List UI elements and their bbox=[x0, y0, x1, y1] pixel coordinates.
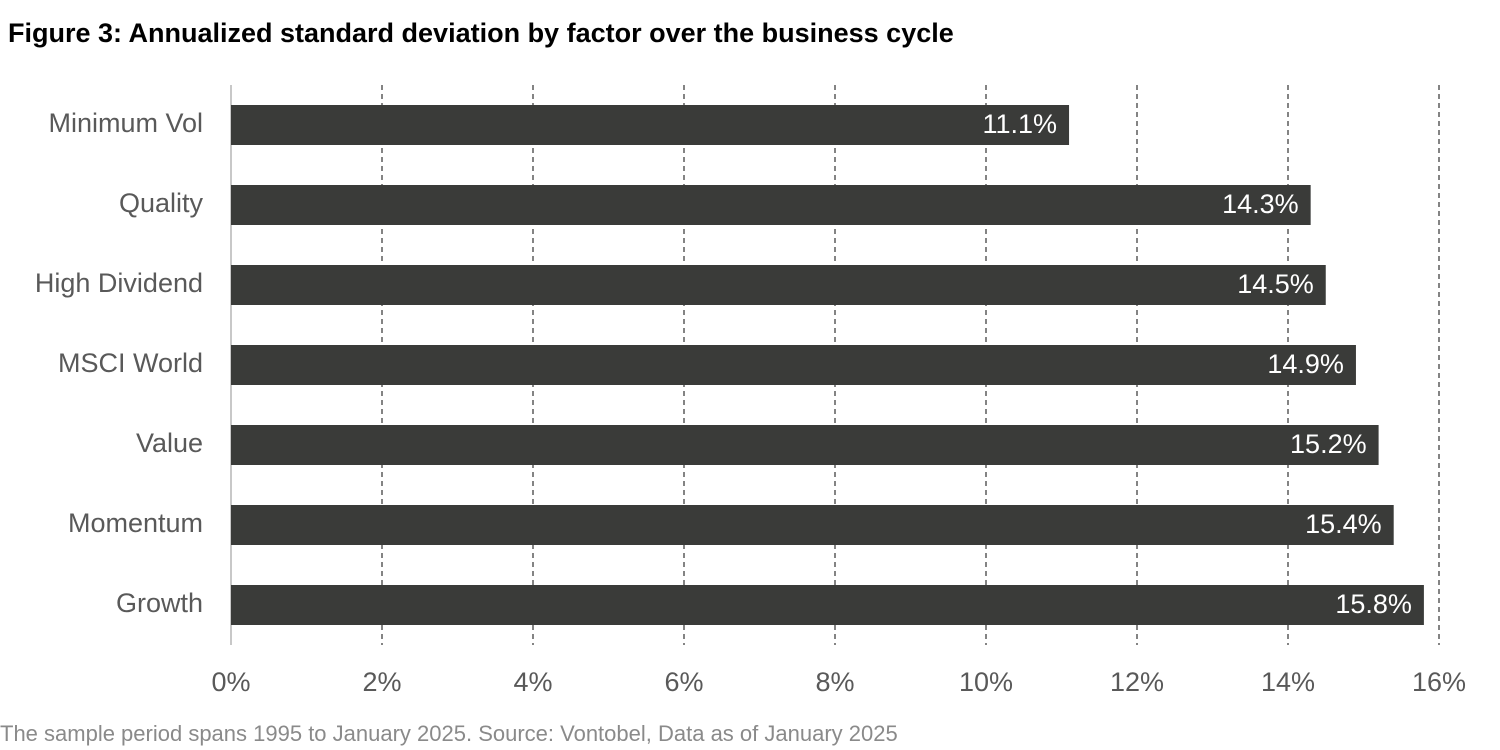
value-label: 15.2% bbox=[1290, 429, 1367, 459]
value-label: 15.4% bbox=[1305, 509, 1382, 539]
x-tick-label: 12% bbox=[1110, 667, 1164, 697]
bar bbox=[231, 185, 1311, 225]
value-label: 14.9% bbox=[1267, 349, 1344, 379]
x-tick-label: 10% bbox=[959, 667, 1013, 697]
value-label: 11.1% bbox=[982, 109, 1057, 139]
bar bbox=[231, 105, 1070, 145]
y-tick-label: Momentum bbox=[68, 508, 203, 538]
y-tick-label: Growth bbox=[116, 588, 203, 618]
x-tick-label: 8% bbox=[815, 667, 854, 697]
value-label: 15.8% bbox=[1335, 589, 1412, 619]
bar bbox=[231, 345, 1356, 385]
chart-title: Figure 3: Annualized standard deviation … bbox=[8, 18, 954, 48]
y-tick-label: Quality bbox=[119, 188, 204, 218]
bar bbox=[231, 265, 1326, 305]
x-tick-label: 2% bbox=[362, 667, 401, 697]
value-label: 14.5% bbox=[1237, 269, 1314, 299]
bar bbox=[231, 505, 1394, 545]
value-label: 14.3% bbox=[1222, 189, 1299, 219]
x-tick-label: 14% bbox=[1261, 667, 1315, 697]
bar bbox=[231, 585, 1424, 625]
footnote: The sample period spans 1995 to January … bbox=[0, 721, 898, 746]
y-tick-label: Minimum Vol bbox=[48, 108, 203, 138]
bar bbox=[231, 425, 1379, 465]
y-tick-label: MSCI World bbox=[58, 348, 203, 378]
x-tick-label: 0% bbox=[211, 667, 250, 697]
x-tick-label: 6% bbox=[664, 667, 703, 697]
x-tick-label: 4% bbox=[513, 667, 552, 697]
x-tick-label: 16% bbox=[1412, 667, 1466, 697]
y-tick-label: High Dividend bbox=[35, 268, 203, 298]
y-tick-label: Value bbox=[136, 428, 203, 458]
